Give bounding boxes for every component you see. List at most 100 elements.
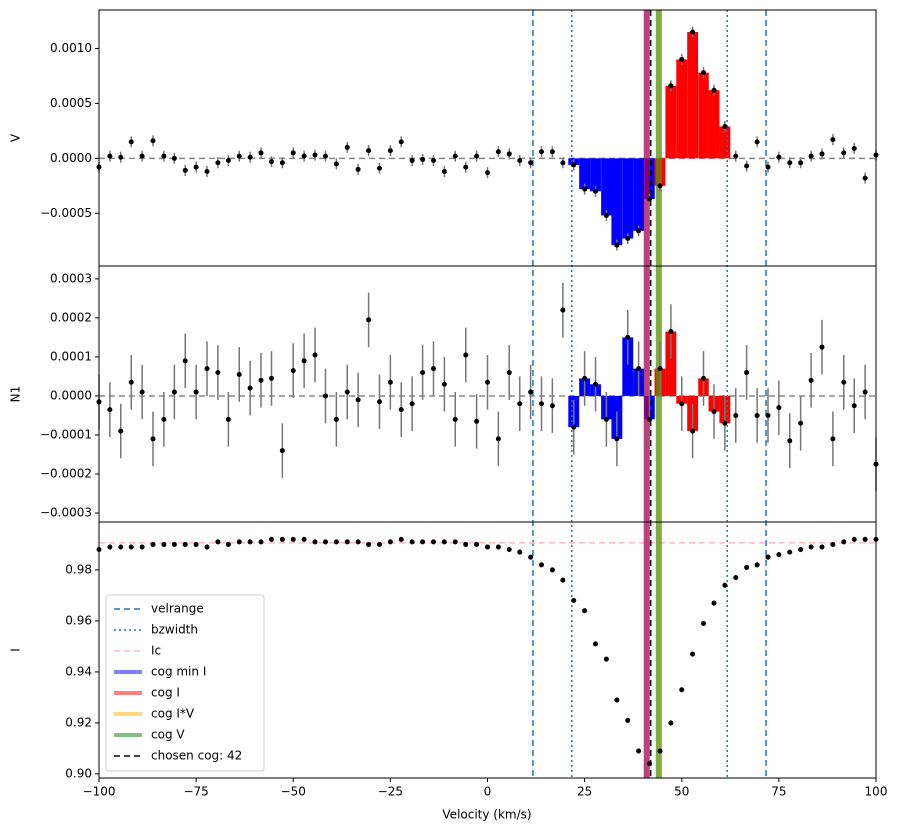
data-point (430, 366, 436, 372)
data-point (290, 536, 296, 542)
data-point (355, 539, 361, 545)
data-point (387, 379, 393, 385)
data-point (215, 370, 221, 376)
data-point (582, 608, 588, 614)
data-point (398, 407, 404, 413)
data-point (841, 150, 847, 156)
x-tick-label: 25 (577, 785, 592, 799)
data-point (819, 344, 825, 350)
data-point (830, 137, 836, 143)
data-point (452, 153, 458, 159)
data-point (236, 371, 242, 377)
data-point (495, 544, 501, 550)
data-point (593, 381, 599, 387)
data-point (322, 539, 328, 545)
data-point (161, 416, 167, 422)
data-point (841, 379, 847, 385)
data-point (754, 412, 760, 418)
data-point (312, 352, 318, 358)
data-point (290, 368, 296, 374)
data-point (366, 541, 372, 547)
data-point (485, 170, 490, 176)
data-point (485, 544, 490, 550)
data-point (215, 539, 221, 545)
data-point (787, 549, 793, 555)
data-point (322, 153, 328, 159)
data-point (603, 416, 609, 422)
data-point (744, 163, 750, 169)
data-point (539, 149, 545, 155)
data-point (549, 567, 555, 573)
data-point (118, 154, 124, 160)
data-point (798, 547, 804, 553)
data-point (711, 87, 717, 93)
data-point (118, 428, 124, 434)
data-point (549, 403, 555, 409)
data-point (366, 317, 372, 323)
y-tick-label: 0.0000 (50, 151, 92, 165)
data-point (506, 370, 512, 376)
data-point (420, 156, 426, 162)
data-point (182, 167, 188, 173)
bar (719, 126, 731, 159)
data-point (614, 697, 620, 703)
data-point (161, 153, 167, 159)
y-tick-label: −0.0005 (40, 206, 92, 220)
data-point (409, 158, 415, 164)
data-point (679, 401, 685, 407)
data-point (322, 393, 328, 399)
data-point (862, 389, 868, 395)
data-point (668, 329, 674, 335)
y-tick-label: 0.0010 (50, 41, 92, 55)
data-point (204, 169, 210, 175)
data-point (657, 366, 663, 372)
data-point (452, 416, 458, 422)
data-point (268, 159, 274, 165)
data-point (808, 153, 814, 159)
data-point (787, 160, 793, 166)
data-point (517, 401, 523, 407)
data-point (193, 164, 199, 170)
data-point (776, 405, 782, 411)
data-point (690, 29, 696, 35)
data-point (441, 169, 447, 175)
data-point (808, 377, 814, 383)
y-tick-label: 0.96 (65, 613, 92, 627)
data-point (161, 541, 167, 547)
x-tick-label: −50 (281, 785, 306, 799)
data-point (636, 228, 642, 234)
data-point (851, 403, 857, 409)
x-axis-label: Velocity (km/s) (442, 808, 531, 822)
data-point (636, 748, 642, 754)
data-point (355, 397, 361, 403)
data-point (711, 409, 717, 415)
data-point (376, 165, 382, 171)
legend-label: cog I (151, 686, 180, 700)
data-point (474, 418, 480, 424)
data-point (571, 598, 577, 604)
data-point (312, 539, 318, 545)
data-point (301, 358, 307, 364)
data-point (204, 544, 210, 550)
data-point (204, 366, 210, 372)
x-tick-label: −25 (378, 785, 403, 799)
data-point (128, 544, 134, 550)
data-point (139, 153, 145, 159)
data-point (301, 536, 307, 542)
y-axis-label: V (9, 133, 23, 142)
bar (590, 158, 601, 192)
data-point (657, 748, 663, 754)
data-point (571, 424, 577, 430)
data-point (452, 539, 458, 545)
data-point (690, 428, 696, 434)
data-point (765, 164, 771, 170)
data-point (495, 149, 501, 155)
data-point (474, 541, 480, 547)
bar (676, 59, 688, 159)
y-tick-label: 0.0001 (50, 349, 92, 363)
data-point (776, 154, 782, 160)
data-point (225, 158, 231, 164)
data-point (344, 539, 350, 545)
legend-label: cog min I (151, 665, 206, 679)
data-point (420, 370, 426, 376)
